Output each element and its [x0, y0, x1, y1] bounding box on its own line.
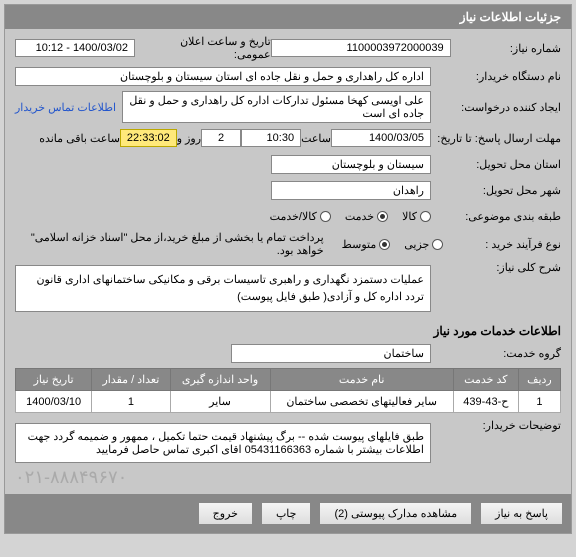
row-buyer-org: نام دستگاه خریدار: اداره کل راهداری و حم…: [15, 65, 561, 87]
row-creator: ایجاد کننده درخواست: علی اویسی کهخا مسئو…: [15, 91, 561, 123]
partial-label: جزیی: [404, 238, 429, 251]
cell-2: سایر فعالیتهای تخصصی ساختمان: [270, 391, 453, 413]
creator-label: ایجاد کننده درخواست:: [431, 101, 561, 114]
time-label: ساعت: [301, 132, 331, 145]
panel-body: شماره نیاز: 1100003972000039 تاریخ و ساع…: [5, 29, 571, 494]
need-no-value: 1100003972000039: [271, 39, 451, 57]
col-3: واحد اندازه گیری: [170, 369, 270, 391]
city-value: راهدان: [271, 181, 431, 200]
need-no-label: شماره نیاز:: [451, 42, 561, 55]
province-label: استان محل تحویل:: [431, 158, 561, 171]
remain-label: ساعت باقی مانده: [39, 132, 120, 145]
countdown: 22:33:02: [120, 129, 177, 147]
day-label: روز و: [177, 132, 201, 145]
subject-class-label: طبقه بندی موضوعی:: [431, 210, 561, 223]
buyer-org-label: نام دستگاه خریدار:: [431, 70, 561, 83]
announce-value: 1400/03/02 - 10:12: [15, 39, 135, 57]
deadline-label: مهلت ارسال پاسخ: تا تاریخ:: [431, 132, 561, 145]
radio-partial[interactable]: جزیی: [404, 238, 443, 251]
cell-5: 1400/03/10: [16, 391, 92, 413]
province-value: سیستان و بلوچستان: [271, 155, 431, 174]
service-group-label: گروه خدمت:: [431, 347, 561, 360]
radio-goods[interactable]: کالا: [402, 210, 431, 223]
exit-button[interactable]: خروج: [198, 502, 253, 525]
row-service-group: گروه خدمت: ساختمان: [15, 342, 561, 364]
button-row: پاسخ به نیاز مشاهده مدارک پیوستی (2) چاپ…: [5, 494, 571, 533]
cell-3: سایر: [170, 391, 270, 413]
main-panel: جزئیات اطلاعات نیاز شماره نیاز: 11000039…: [4, 4, 572, 534]
goods-label: کالا: [402, 210, 417, 223]
col-2: نام خدمت: [270, 369, 453, 391]
buyer-org-value: اداره کل راهداری و حمل و نقل جاده ای است…: [15, 67, 431, 86]
purchase-note: پرداخت تمام یا بخشی از مبلغ خرید،از محل …: [15, 231, 324, 257]
row-city: شهر محل تحویل: راهدان: [15, 179, 561, 201]
row-deadline: مهلت ارسال پاسخ: تا تاریخ: 1400/03/05 سا…: [15, 127, 561, 149]
days-left: 2: [201, 129, 241, 147]
overview-label: شرح کلی نیاز:: [431, 261, 561, 274]
row-need-no: شماره نیاز: 1100003972000039 تاریخ و ساع…: [15, 35, 561, 61]
table-header-row: ردیف کد خدمت نام خدمت واحد اندازه گیری ت…: [16, 369, 561, 391]
medium-label: متوسط: [342, 238, 377, 251]
city-label: شهر محل تحویل:: [431, 184, 561, 197]
deadline-time: 10:30: [241, 129, 301, 147]
attachments-button[interactable]: مشاهده مدارک پیوستی (2): [319, 502, 472, 525]
row-overview: شرح کلی نیاز: عملیات دستمزد نگهداری و را…: [15, 261, 561, 316]
col-1: کد خدمت: [453, 369, 518, 391]
goods-service-label: کالا/خدمت: [270, 210, 317, 223]
service-label: خدمت: [345, 210, 374, 223]
cell-4: 1: [92, 391, 170, 413]
subject-class-radios: کالا خدمت کالا/خدمت: [270, 210, 431, 223]
cell-1: ح-43-439: [453, 391, 518, 413]
radio-service[interactable]: خدمت: [345, 210, 388, 223]
contact-link[interactable]: اطلاعات تماس خریدار: [15, 101, 116, 114]
row-province: استان محل تحویل: سیستان و بلوچستان: [15, 153, 561, 175]
overview-value: عملیات دستمزد نگهداری و راهبری تاسیسات ب…: [15, 265, 431, 312]
respond-button[interactable]: پاسخ به نیاز: [480, 502, 563, 525]
services-title: اطلاعات خدمات مورد نیاز: [15, 324, 561, 338]
service-group-value: ساختمان: [231, 344, 431, 363]
row-subject-class: طبقه بندی موضوعی: کالا خدمت کالا/خدمت: [15, 205, 561, 227]
table-row: 1 ح-43-439 سایر فعالیتهای تخصصی ساختمان …: [16, 391, 561, 413]
col-5: تاریخ نیاز: [16, 369, 92, 391]
row-purchase-type: نوع فرآیند خرید : جزیی متوسط پرداخت تمام…: [15, 231, 561, 257]
services-table: ردیف کد خدمت نام خدمت واحد اندازه گیری ت…: [15, 368, 561, 413]
radio-goods-service[interactable]: کالا/خدمت: [270, 210, 331, 223]
radio-medium[interactable]: متوسط: [342, 238, 391, 251]
deadline-date: 1400/03/05: [331, 129, 431, 147]
creator-value: علی اویسی کهخا مسئول تدارکات اداره کل را…: [122, 91, 431, 123]
col-0: ردیف: [518, 369, 560, 391]
buyer-notes-value: طبق فایلهای پیوست شده -- برگ پیشنهاد قیم…: [15, 423, 431, 463]
purchase-type-radios: جزیی متوسط: [342, 238, 444, 251]
phone-watermark: ۰۲۱-۸۸۸۴۹۶۷۰: [15, 467, 561, 488]
purchase-type-label: نوع فرآیند خرید :: [443, 238, 561, 251]
cell-0: 1: [518, 391, 560, 413]
row-buyer-notes: توضیحات خریدار: طبق فایلهای پیوست شده --…: [15, 419, 561, 463]
buyer-notes-label: توضیحات خریدار:: [431, 419, 561, 432]
announce-label: تاریخ و ساعت اعلان عمومی:: [135, 35, 271, 61]
print-button[interactable]: چاپ: [261, 502, 312, 525]
col-4: تعداد / مقدار: [92, 369, 170, 391]
panel-title: جزئیات اطلاعات نیاز: [5, 5, 571, 29]
